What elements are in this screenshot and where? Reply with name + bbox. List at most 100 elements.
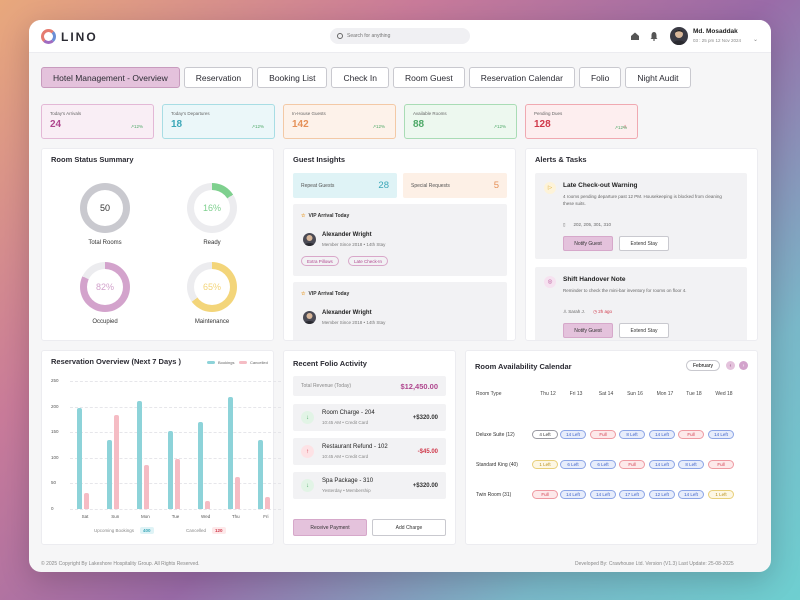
notify-guest-button[interactable]: Notify Guest — [563, 323, 613, 338]
special-requests-card[interactable]: Special Requests 5 — [403, 173, 507, 198]
availability-pill[interactable]: 6 Left — [590, 460, 616, 469]
room-type-label: Standard King (40) — [476, 462, 518, 468]
availability-pill[interactable]: 14 Left — [560, 430, 586, 439]
extend-stay-button[interactable]: Extend Stay — [619, 323, 669, 338]
bar-bookings-mon[interactable] — [137, 401, 143, 509]
legend-cancelled: Cancelled — [239, 360, 268, 365]
bar-bookings-thu[interactable] — [227, 397, 233, 509]
alert-card: ◎ Shift Handover Note Reminder to check … — [535, 267, 747, 340]
availability-pill[interactable]: 1 Left — [532, 460, 558, 469]
availability-pill[interactable]: 4 Left — [532, 430, 558, 439]
kpi-card-departures[interactable]: Today's Departures 18 ↗12% — [162, 104, 275, 139]
notify-guest-button[interactable]: Notify Guest — [563, 236, 613, 251]
grid-line — [70, 381, 281, 382]
bar-cancelled-sat[interactable] — [84, 492, 90, 509]
availability-pill[interactable]: 14 Left — [708, 430, 734, 439]
bar-bookings-sun[interactable] — [107, 439, 113, 509]
availability-pill[interactable]: Full — [619, 460, 645, 469]
kpi-card-pending-dues[interactable]: Pending Dues 128 ⚠ ↗12% — [525, 104, 638, 139]
search-input[interactable] — [347, 33, 457, 39]
folio-item[interactable]: ↑ Restaurant Refund - 102 10:45 AM • Cre… — [293, 438, 446, 465]
availability-pill[interactable]: Full — [532, 490, 558, 499]
availability-pill[interactable]: 14 Left — [590, 490, 616, 499]
tab-night-audit[interactable]: Night Audit — [625, 67, 691, 88]
y-tick-label: 250 — [51, 378, 59, 383]
bookings-count-badge: 400 — [140, 527, 154, 534]
receive-payment-button[interactable]: Receive Payment — [293, 519, 367, 536]
tab-booking-list[interactable]: Booking List — [257, 67, 328, 88]
donut-ready: 16% — [187, 183, 237, 233]
tab-folio[interactable]: Folio — [578, 67, 622, 88]
bar-cancelled-mon[interactable] — [144, 465, 150, 509]
add-charge-button[interactable]: Add Charge — [372, 519, 446, 536]
tab-room-guest[interactable]: Room Guest — [393, 67, 465, 88]
month-selector[interactable]: February — [686, 360, 721, 371]
x-tick-label: Sat — [81, 514, 89, 519]
home-icon[interactable] — [630, 31, 640, 41]
bar-cancelled-tue[interactable] — [174, 459, 180, 509]
tab-check-in[interactable]: Check In — [331, 67, 390, 88]
day-header: Fri 13 — [569, 391, 583, 397]
availability-pill[interactable]: 1 Left — [708, 490, 734, 499]
kpi-card-available[interactable]: Available Rooms 88 ↗12% — [404, 104, 517, 139]
brand-logo[interactable]: LINO — [41, 29, 98, 44]
availability-pill[interactable]: 14 Left — [678, 490, 704, 499]
folio-item[interactable]: ↓ Spa Package - 310 Yesterday • Membersh… — [293, 472, 446, 499]
tab-reservation[interactable]: Reservation — [183, 67, 254, 88]
donut-value: 16% — [194, 190, 230, 226]
bar-cancelled-wed[interactable] — [204, 501, 210, 509]
x-tick-label: Mon — [140, 514, 150, 519]
request-chip: Late Check-In — [348, 256, 389, 266]
tab-reservation-calendar[interactable]: Reservation Calendar — [468, 67, 575, 88]
availability-pill[interactable]: 14 Left — [649, 430, 675, 439]
next-month-icon[interactable]: › — [739, 361, 748, 370]
kpi-card-in-house[interactable]: In-House Guests 142 ↗12% — [283, 104, 396, 139]
kpi-trend: ↗12% — [614, 125, 627, 130]
extend-stay-button[interactable]: Extend Stay — [619, 236, 669, 251]
availability-pill[interactable]: Full — [678, 430, 704, 439]
grid-line — [70, 432, 281, 434]
donut-occupied: 82% — [80, 262, 130, 312]
user-avatar[interactable] — [670, 27, 688, 45]
bar-bookings-fri[interactable] — [257, 439, 263, 509]
availability-pill[interactable]: 14 Left — [649, 460, 675, 469]
availability-pill[interactable]: 8 Left — [678, 460, 704, 469]
alerts-panel: Alerts & Tasks ▷ Late Check-out Warning … — [525, 148, 758, 341]
availability-pill[interactable]: 6 Left — [560, 460, 586, 469]
bar-bookings-sat[interactable] — [77, 407, 83, 509]
availability-pill[interactable]: 8 Left — [619, 430, 645, 439]
bell-icon[interactable] — [649, 31, 659, 41]
prev-month-icon[interactable]: ‹ — [726, 361, 735, 370]
alert-description: Reminder to check the mini-bar inventory… — [563, 288, 687, 293]
kpi-value: 88 — [413, 119, 425, 130]
donut-value: 65% — [194, 269, 230, 305]
chevron-down-icon[interactable]: ⌄ — [753, 37, 759, 43]
footer-bookings: Upcoming Bookings 400 — [94, 527, 154, 534]
arrow-down-icon: ↓ — [301, 479, 314, 492]
day-header: Wed 18 — [715, 391, 733, 397]
grid-line — [70, 457, 281, 459]
availability-pill[interactable]: Full — [590, 430, 616, 439]
folio-item-amount: +$320.00 — [412, 483, 438, 489]
y-tick-label: 200 — [51, 403, 59, 409]
availability-pill[interactable]: 14 Left — [560, 490, 586, 499]
tab-overview[interactable]: Hotel Management - Overview — [41, 67, 180, 88]
bar-cancelled-thu[interactable] — [234, 476, 240, 509]
user-icon: ♙ — [563, 309, 569, 314]
search-bar[interactable] — [330, 28, 470, 44]
bar-bookings-tue[interactable] — [167, 431, 173, 509]
availability-calendar-panel: Room Availability Calendar February ‹ › … — [465, 350, 758, 545]
availability-pill[interactable]: Full — [708, 460, 734, 469]
kpi-value: 128 — [534, 119, 551, 130]
repeat-guests-card[interactable]: Repeat Guests 28 — [293, 173, 397, 198]
bar-cancelled-sun[interactable] — [114, 415, 120, 509]
folio-item[interactable]: ↓ Room Charge - 204 10:45 AM • Credit Ca… — [293, 404, 446, 431]
availability-pill[interactable]: 12 Left — [649, 490, 675, 499]
kpi-trend: ↗12% — [130, 124, 143, 129]
kpi-card-arrivals[interactable]: Today's Arrivals 24 ↗12% — [41, 104, 154, 139]
availability-pill[interactable]: 17 Left — [619, 490, 645, 499]
bar-bookings-wed[interactable] — [197, 421, 203, 509]
vip-card[interactable]: ☆ VIP Arrival Today Alexander Wright Memb… — [293, 204, 507, 276]
bar-cancelled-fri[interactable] — [264, 497, 270, 509]
vip-card[interactable]: ☆ VIP Arrival Today Alexander Wright Memb… — [293, 282, 507, 340]
